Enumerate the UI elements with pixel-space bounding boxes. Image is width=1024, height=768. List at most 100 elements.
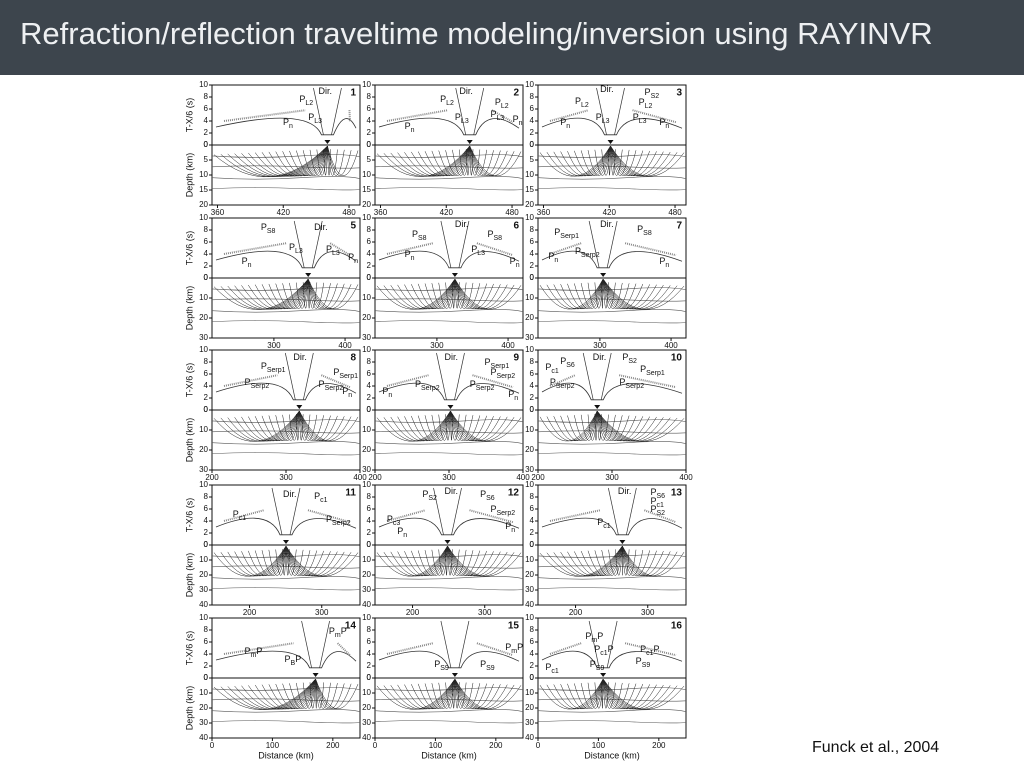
ray: [296, 678, 316, 709]
ray: [397, 545, 448, 577]
phase-label: Pn: [560, 117, 570, 129]
x-tick-label: 400: [664, 341, 678, 350]
y-tick-label: 10: [525, 345, 534, 354]
y-tick-label: 10: [525, 425, 534, 434]
ray: [587, 145, 611, 176]
ray: [424, 678, 456, 709]
layer-boundary: [211, 430, 361, 434]
ray: [299, 410, 324, 441]
ray: [454, 678, 494, 709]
ray: [404, 678, 456, 710]
ray: [454, 278, 515, 310]
y-tick-label: 6: [204, 369, 209, 378]
x-tick-label: 480: [668, 208, 682, 217]
phase-label: PSerp2: [326, 514, 351, 526]
phase-label: Dir.: [459, 87, 473, 97]
y-tick-label: 6: [367, 504, 372, 513]
layer-boundary: [374, 452, 524, 456]
phase-label: Dir.: [293, 352, 307, 362]
picks: [386, 642, 514, 657]
picks: [386, 509, 514, 524]
phase-label: PS2: [422, 490, 437, 502]
ray: [296, 410, 300, 441]
ray: [285, 545, 338, 577]
x-tick-label: 420: [440, 208, 454, 217]
phase-label-part: P: [508, 389, 514, 399]
panel-number: 2: [513, 88, 519, 99]
traveltime-axis-label: T-X/6 (s): [184, 98, 194, 133]
y-tick-label: 2: [530, 393, 535, 402]
y-tick-label: 8: [530, 357, 535, 366]
phase-label: PS2: [622, 352, 637, 364]
phase-label-part: P: [333, 367, 339, 377]
direct-wave: [455, 87, 485, 135]
picks: [549, 242, 677, 257]
ray: [447, 545, 494, 577]
y-tick-label: 0: [367, 405, 372, 414]
y-tick-label: 10: [362, 293, 371, 302]
phase-label-part: P: [495, 97, 501, 107]
phase-label: Pc1P: [594, 644, 613, 656]
phase-label: Dir.: [600, 84, 614, 94]
traveltime-curve: [378, 517, 520, 536]
ray: [450, 410, 515, 442]
phase-label-part: n: [411, 127, 415, 134]
phase-label-part: P: [560, 117, 566, 127]
traveltime-curve: [541, 117, 683, 136]
picks: [223, 642, 351, 656]
y-tick-label: 20: [525, 703, 534, 712]
phase-label-part: n: [403, 532, 407, 539]
y-tick-label: 40: [362, 733, 371, 742]
phase-label-part: P: [596, 112, 602, 122]
phase-label-part: S8: [643, 230, 652, 237]
ray: [248, 545, 287, 576]
phase-label-part: n: [348, 392, 352, 399]
layer-boundary: [537, 587, 687, 591]
ray: [299, 410, 331, 441]
phase-label-part: P: [261, 223, 267, 233]
y-tick-label: 20: [362, 570, 371, 579]
phase-label-part: S6: [566, 362, 575, 369]
phase-label: Dir.: [600, 220, 614, 230]
ray: [299, 410, 338, 441]
title-bar: [0, 0, 1024, 75]
phase-label: PL3: [326, 244, 340, 256]
ray: [622, 545, 650, 576]
ray: [447, 545, 474, 576]
ray: [560, 678, 604, 710]
shot-marker: [466, 140, 473, 144]
phase-label-part: n: [354, 258, 358, 265]
phase-label: Pc1: [233, 509, 247, 521]
ray: [411, 278, 456, 310]
phase-label-part: P: [545, 662, 551, 672]
direct-wave: [440, 220, 470, 268]
y-tick-label: 10: [199, 170, 208, 179]
phase-label: PS8: [637, 224, 652, 236]
layer-boundary: [537, 565, 687, 569]
direct-wave: [596, 87, 625, 135]
ray: [447, 545, 522, 577]
phase-label-part: P: [348, 253, 354, 263]
phase-label-part: P: [341, 626, 347, 636]
phase-label: PL3: [471, 244, 485, 256]
phase-label: Dir.: [319, 87, 333, 97]
x-tick-label: 100: [592, 741, 606, 750]
ray: [454, 678, 522, 710]
phase-label: Pn: [397, 526, 407, 538]
layer-boundary: [374, 309, 524, 313]
y-tick-label: 4: [204, 381, 209, 390]
phase-label: PSerp2: [575, 247, 600, 259]
ray: [580, 145, 611, 176]
phase-label-part: P: [261, 361, 267, 371]
phase-label: PSerp1: [554, 227, 579, 239]
panel-number: 12: [508, 488, 520, 499]
phase-label-part: m: [251, 652, 257, 659]
ray: [454, 278, 522, 310]
ray: [431, 145, 470, 176]
ray: [610, 145, 637, 176]
ray: [610, 145, 664, 177]
layer-boundary: [537, 165, 687, 169]
phase-label-part: S9: [440, 665, 449, 672]
